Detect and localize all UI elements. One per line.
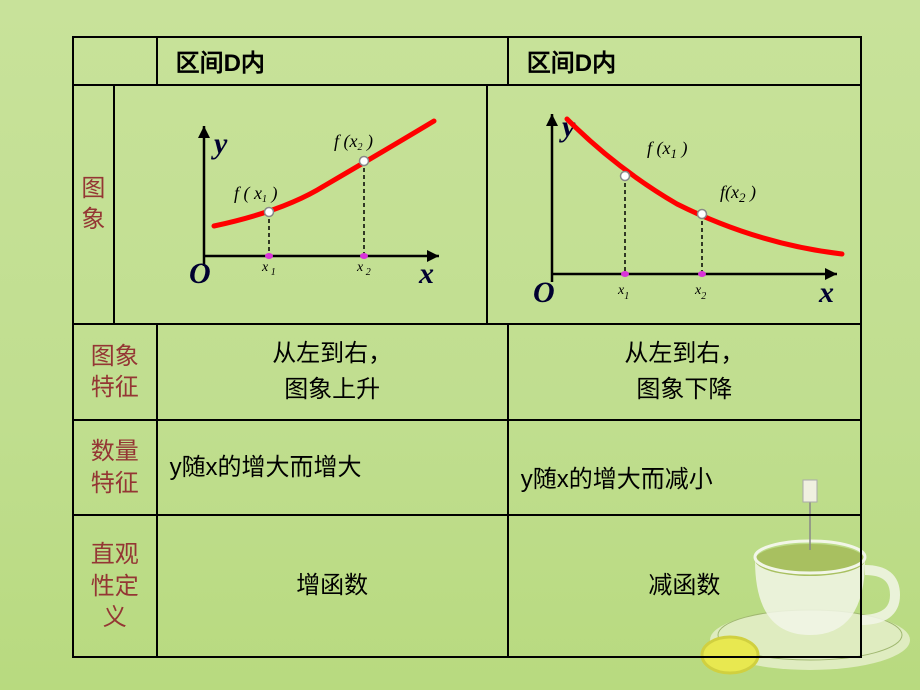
number-col1: y随x的增大而增大 [158, 421, 509, 515]
graph-row: 图象 O y x x 1 x 2 [74, 86, 860, 325]
feature-row: 图象 特征 从左到右， 图象上升 从左到右， 图象下降 [74, 325, 860, 421]
number-row-label: 数量 特征 [74, 421, 158, 515]
origin-label: O [189, 257, 211, 290]
origin-label: O [533, 276, 555, 309]
comparison-table: 区间D内 区间D内 图象 O y x [72, 36, 862, 658]
increasing-graph-cell: O y x x 1 x 2 f ( x1 ) f (x2 ) [115, 86, 488, 323]
graph-row-label: 图象 [74, 86, 115, 323]
x-axis-label: x [418, 257, 434, 290]
header-col2: 区间D内 [509, 38, 860, 84]
fx2-label: f(x2 ) [720, 182, 756, 205]
fx1-label: f ( x1 ) [234, 183, 277, 205]
decreasing-function-graph: O y x x1 x2 f (x1 ) f(x2 ) [497, 86, 850, 322]
number-col2: y随x的增大而减小 [509, 421, 860, 515]
feature-row-label: 图象 特征 [74, 325, 158, 419]
x-axis-label: x [818, 276, 834, 309]
feature-col1: 从左到右， 图象上升 [158, 325, 509, 419]
x1-tick: x 1 [261, 260, 276, 278]
fx2-label: f (x2 ) [334, 131, 373, 153]
definition-row: 直观 性定 义 增函数 减函数 [74, 516, 860, 656]
feature-col2: 从左到右， 图象下降 [509, 325, 860, 419]
y-axis-label: y [211, 127, 228, 160]
decreasing-graph-cell: O y x x1 x2 f (x1 ) f(x2 ) [488, 86, 860, 323]
header-empty-cell [74, 38, 158, 84]
increasing-function-graph: O y x x 1 x 2 f ( x1 ) f (x2 ) [124, 86, 477, 322]
definition-row-label: 直观 性定 义 [74, 516, 158, 656]
definition-col2: 减函数 [509, 516, 860, 656]
header-col1: 区间D内 [158, 38, 509, 84]
fx1-label: f (x1 ) [647, 138, 687, 161]
definition-col1: 增函数 [158, 516, 509, 656]
header-row: 区间D内 区间D内 [74, 38, 860, 86]
x2-tick: x2 [694, 283, 706, 302]
x2-tick: x 2 [356, 260, 371, 278]
number-row: 数量 特征 y随x的增大而增大 y随x的增大而减小 [74, 421, 860, 517]
x1-tick: x1 [617, 283, 629, 302]
